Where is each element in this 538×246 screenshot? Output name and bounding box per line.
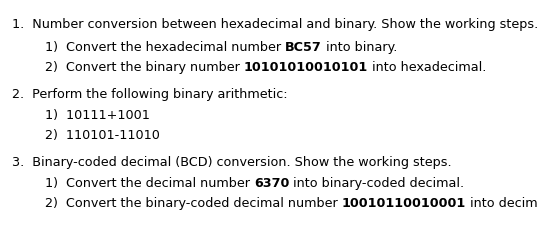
Text: 6370: 6370 <box>254 177 289 190</box>
Text: into binary-coded decimal.: into binary-coded decimal. <box>289 177 464 190</box>
Text: 1)  Convert the hexadecimal number: 1) Convert the hexadecimal number <box>45 41 285 54</box>
Text: 3.  Binary-coded decimal (BCD) conversion. Show the working steps.: 3. Binary-coded decimal (BCD) conversion… <box>12 156 451 169</box>
Text: into decimal.: into decimal. <box>466 197 538 210</box>
Text: 10101010010101: 10101010010101 <box>244 61 368 74</box>
Text: 10010110010001: 10010110010001 <box>342 197 466 210</box>
Text: 1)  10111+1001: 1) 10111+1001 <box>45 109 150 122</box>
Text: 2.  Perform the following binary arithmetic:: 2. Perform the following binary arithmet… <box>12 88 288 101</box>
Text: into hexadecimal.: into hexadecimal. <box>368 61 486 74</box>
Text: 2)  Convert the binary-coded decimal number: 2) Convert the binary-coded decimal numb… <box>45 197 342 210</box>
Text: 1.  Number conversion between hexadecimal and binary. Show the working steps.: 1. Number conversion between hexadecimal… <box>12 18 538 31</box>
Text: 2)  Convert the binary number: 2) Convert the binary number <box>45 61 244 74</box>
Text: 1)  Convert the decimal number: 1) Convert the decimal number <box>45 177 254 190</box>
Text: 2)  110101-11010: 2) 110101-11010 <box>45 129 160 142</box>
Text: BC57: BC57 <box>285 41 322 54</box>
Text: into binary.: into binary. <box>322 41 397 54</box>
